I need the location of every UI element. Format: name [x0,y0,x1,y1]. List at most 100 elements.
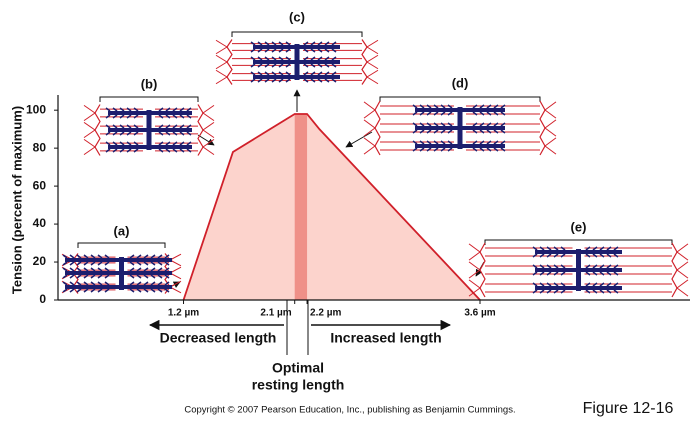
bracket [484,239,673,245]
myosin-head [303,71,309,83]
z-line [671,242,678,298]
myosin-head [331,71,337,83]
myosin-head [606,264,612,276]
bracket [99,96,199,102]
myosin-head [278,71,284,83]
myosin-head [62,254,68,266]
myosin-head [285,41,291,53]
myosin-head [493,140,499,152]
z-extension [363,101,376,111]
myosin-head [539,246,545,258]
bracket [77,242,166,248]
y-axis-label: Tension (percent of maximum) [9,106,24,294]
myosin-head [119,141,125,153]
myosin-head [493,104,499,116]
myosin-head [412,140,418,152]
z-extension [468,251,481,261]
myosin-head [546,246,552,258]
z-extension [676,287,689,297]
myosin-head [179,124,185,136]
myosin-head [324,56,330,68]
myosin-head [172,141,178,153]
myosin-head [613,264,619,276]
m-line [576,249,581,291]
myosin-head [585,264,591,276]
myosin-head [412,104,418,116]
thick-filament [65,285,172,289]
myosin-head [479,122,485,134]
myosin-head [69,281,75,293]
myosin-head [592,282,598,294]
panel-label: (c) [289,9,305,24]
myosin-head [165,107,171,119]
line [182,113,481,301]
z-extension [83,138,96,148]
x-tick-label: 3.6 µm [464,308,495,319]
myosin-head [479,140,485,152]
myosin-head [324,41,330,53]
myosin-head [285,71,291,83]
z-extension [83,146,96,156]
myosin-head [158,124,164,136]
z-line [539,100,546,156]
myosin-head [426,122,432,134]
z-extension [83,112,96,122]
myosin-head [104,254,110,266]
myosin-head [331,41,337,53]
myosin-head [172,107,178,119]
panel-label: (b) [141,76,158,91]
myosin-head [83,281,89,293]
z-extension [363,109,376,119]
myosin-head [546,264,552,276]
myosin-head [157,254,163,266]
myosin-head [532,264,538,276]
myosin-head [97,254,103,266]
myosin-head [136,267,142,279]
myosin-head [62,281,68,293]
y-tick-label: 60 [33,178,47,192]
myosin-head [150,267,156,279]
myosin-head [69,254,75,266]
z-extension [366,46,379,55]
z-extension [215,39,228,48]
m-line [119,257,124,290]
myosin-head [143,254,149,266]
z-extension [676,279,689,289]
y-tick-label: 20 [33,254,47,268]
myosin-head [539,264,545,276]
z-extension [363,145,376,155]
myosin-head [76,267,82,279]
myosin-head [76,281,82,293]
myosin-head [271,56,277,68]
myosin-head [585,282,591,294]
x-tick-label: 1.2 µm [168,308,199,319]
myosin-head [133,141,139,153]
myosin-head [324,71,330,83]
myosin-head [264,41,270,53]
myosin-head [143,281,149,293]
z-extension [468,287,481,297]
myosin-head [250,56,256,68]
thick-filament [65,271,172,275]
myosin-head [419,104,425,116]
z-extension [544,137,557,147]
z-extension [363,137,376,147]
myosin-head [606,246,612,258]
myosin-head [119,107,125,119]
z-line [94,104,101,156]
m-line [294,44,300,80]
myosin-head [158,141,164,153]
myosin-head [486,122,492,134]
myosin-head [143,267,149,279]
z-extension [202,112,215,122]
z-extension [468,261,481,271]
myosin-head [136,254,142,266]
myosin-head [90,254,96,266]
plot-area [182,113,481,301]
myosin-head [129,254,135,266]
myosin-head [599,264,605,276]
myosin-head [419,140,425,152]
z-extension [468,243,481,253]
sarcomere-illustrations: (a) (b) (c) (d) (e) [61,9,689,298]
